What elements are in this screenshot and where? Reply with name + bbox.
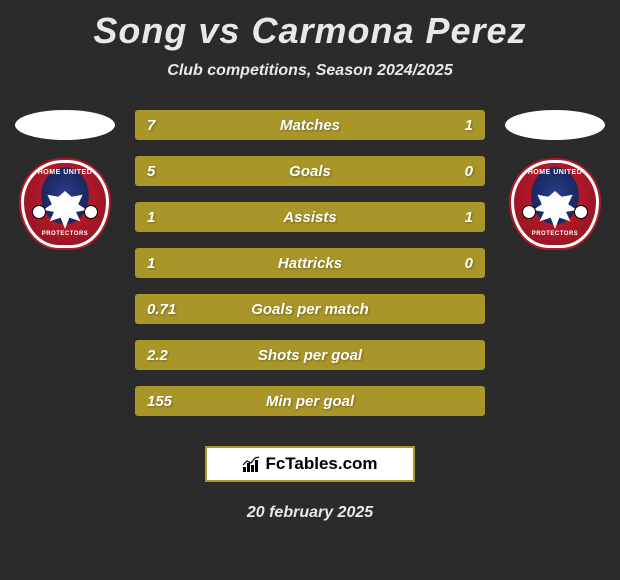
- stat-label: Goals: [289, 163, 331, 180]
- brand-badge[interactable]: FcTables.com: [205, 446, 415, 482]
- stat-left-value: 5: [135, 163, 195, 180]
- subtitle: Club competitions, Season 2024/2025: [0, 62, 620, 80]
- stat-left-value: 2.2: [135, 347, 195, 364]
- crest-ball-left-icon: [32, 205, 46, 219]
- stat-label: Assists: [283, 209, 336, 226]
- stat-label: Shots per goal: [258, 347, 362, 364]
- stat-row-min-per-goal: 155 Min per goal: [135, 386, 485, 416]
- crest-ball-left-icon: [522, 205, 536, 219]
- comparison-content: HOME UNITED PROTECTORS 7 Matches 1 5 Goa…: [0, 110, 620, 416]
- crest-dragon-icon: [533, 191, 577, 229]
- stat-left-value: 7: [135, 117, 195, 134]
- crest-top-text: HOME UNITED: [514, 169, 596, 176]
- stat-label: Hattricks: [278, 255, 342, 272]
- stat-row-goals-per-match: 0.71 Goals per match: [135, 294, 485, 324]
- stat-row-matches: 7 Matches 1: [135, 110, 485, 140]
- player-left-side: HOME UNITED PROTECTORS: [5, 110, 125, 416]
- crest-ball-right-icon: [84, 205, 98, 219]
- stat-right-value: 0: [465, 163, 485, 180]
- stat-left-value: 1: [135, 255, 195, 272]
- stat-left-value: 0.71: [135, 301, 195, 318]
- stat-right-value: 0: [465, 255, 485, 272]
- crest-top-text: HOME UNITED: [24, 169, 106, 176]
- crest-bottom-text: PROTECTORS: [24, 231, 106, 237]
- stat-row-assists: 1 Assists 1: [135, 202, 485, 232]
- stat-label: Goals per match: [251, 301, 369, 318]
- stat-row-shots-per-goal: 2.2 Shots per goal: [135, 340, 485, 370]
- stat-left-value: 155: [135, 393, 195, 410]
- crest-shield-icon: HOME UNITED PROTECTORS: [511, 160, 599, 248]
- player-right-crest: HOME UNITED PROTECTORS: [511, 160, 599, 248]
- stat-left-value: 1: [135, 209, 195, 226]
- crest-ball-right-icon: [574, 205, 588, 219]
- stats-container: 7 Matches 1 5 Goals 0 1 Assists 1 1 Hatt…: [125, 110, 495, 416]
- player-left-crest: HOME UNITED PROTECTORS: [21, 160, 109, 248]
- stat-label: Matches: [280, 117, 340, 134]
- stat-label: Min per goal: [266, 393, 354, 410]
- crest-dragon-icon: [43, 191, 87, 229]
- player-right-side: HOME UNITED PROTECTORS: [495, 110, 615, 416]
- brand-text: FcTables.com: [265, 454, 377, 474]
- stat-right-value: 1: [465, 209, 485, 226]
- stat-right-value: 1: [465, 117, 485, 134]
- stat-row-hattricks: 1 Hattricks 0: [135, 248, 485, 278]
- player-right-avatar-placeholder: [505, 110, 605, 140]
- brand-chart-icon: [242, 455, 260, 473]
- crest-shield-icon: HOME UNITED PROTECTORS: [21, 160, 109, 248]
- date-text: 20 february 2025: [0, 504, 620, 522]
- stat-row-goals: 5 Goals 0: [135, 156, 485, 186]
- crest-bottom-text: PROTECTORS: [514, 231, 596, 237]
- player-left-avatar-placeholder: [15, 110, 115, 140]
- page-title: Song vs Carmona Perez: [0, 0, 620, 52]
